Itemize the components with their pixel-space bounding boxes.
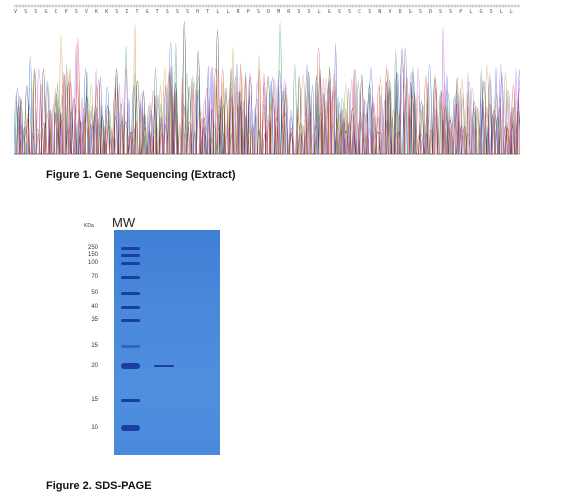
ladder-band-20 bbox=[121, 363, 140, 369]
sds-page-gel bbox=[114, 230, 220, 455]
trace-5 bbox=[14, 23, 520, 155]
marker-label-100: 100 bbox=[87, 260, 98, 266]
ladder-band-150 bbox=[121, 253, 140, 257]
marker-label-10: 10 bbox=[91, 425, 98, 431]
marker-label-50: 50 bbox=[91, 290, 98, 296]
ladder-band-100 bbox=[121, 261, 140, 265]
sample-band bbox=[154, 365, 174, 367]
ladder-band-15 bbox=[121, 398, 140, 402]
marker-label-250: 250 bbox=[87, 245, 98, 251]
amino-acid-sequence-strip: V S S G C P S V K K S I T G T S S S H T … bbox=[14, 9, 520, 15]
figure1-caption: Figure 1. Gene Sequencing (Extract) bbox=[46, 169, 236, 181]
ladder-band-50 bbox=[121, 291, 140, 295]
marker-label-70: 70 bbox=[91, 274, 98, 280]
ladder-band-250 bbox=[121, 246, 140, 250]
chromatogram-trace bbox=[14, 4, 520, 155]
mw-lane-label: MW bbox=[112, 215, 136, 230]
marker-label-150: 150 bbox=[87, 252, 98, 258]
ladder-band-25 bbox=[121, 344, 140, 348]
ladder-band-40 bbox=[121, 305, 140, 309]
marker-label-20: 20 bbox=[91, 363, 98, 369]
marker-label-25: 25 bbox=[91, 343, 98, 349]
ladder-band-10 bbox=[121, 425, 140, 431]
figure2-caption: Figure 2. SDS-PAGE bbox=[46, 480, 152, 492]
marker-label-15: 15 bbox=[91, 397, 98, 403]
marker-label-40: 40 bbox=[91, 304, 98, 310]
marker-label-35: 35 bbox=[91, 317, 98, 323]
kda-unit-label: KDa bbox=[84, 223, 94, 229]
ladder-band-35 bbox=[121, 318, 140, 322]
ladder-band-70 bbox=[121, 275, 140, 279]
